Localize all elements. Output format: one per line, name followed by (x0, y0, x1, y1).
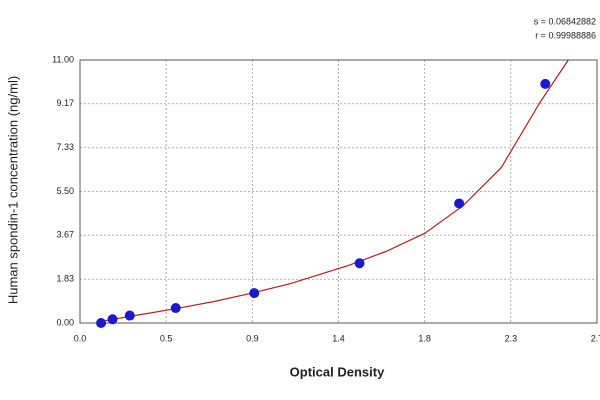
data-point (249, 288, 260, 299)
x-tick-label: 0.5 (160, 333, 173, 343)
y-tick-label: 5.50 (56, 186, 74, 196)
data-point (170, 303, 181, 314)
x-tick-label: 0.9 (246, 333, 259, 343)
x-axis-label: Optical Density (290, 364, 385, 379)
x-tick-label: 0.0 (74, 333, 87, 343)
x-tick-label: 1.8 (418, 333, 431, 343)
data-point (124, 310, 135, 321)
plot-area (80, 60, 597, 323)
x-tick-label: 2.3 (505, 333, 518, 343)
data-point (354, 258, 365, 269)
y-tick-label: 9.17 (56, 98, 74, 108)
y-tick-label: 0.00 (56, 317, 74, 327)
x-tick-label: 2.7 (591, 333, 600, 343)
stat-s: s = 0.06842882 (534, 16, 596, 26)
data-point (454, 198, 465, 209)
y-tick-label: 1.83 (56, 274, 74, 284)
y-tick-label: 3.67 (56, 230, 74, 240)
y-tick-label: 11.00 (52, 54, 74, 64)
data-point (107, 314, 118, 325)
x-tick-label: 1.4 (332, 333, 345, 343)
data-point (540, 78, 551, 89)
data-point (96, 318, 107, 328)
plot-border (79, 59, 598, 324)
stat-r: r = 0.99988886 (535, 30, 596, 40)
y-axis-label: Human spondin-1 concentration (ng/ml) (5, 76, 20, 304)
y-tick-label: 7.33 (56, 142, 74, 152)
